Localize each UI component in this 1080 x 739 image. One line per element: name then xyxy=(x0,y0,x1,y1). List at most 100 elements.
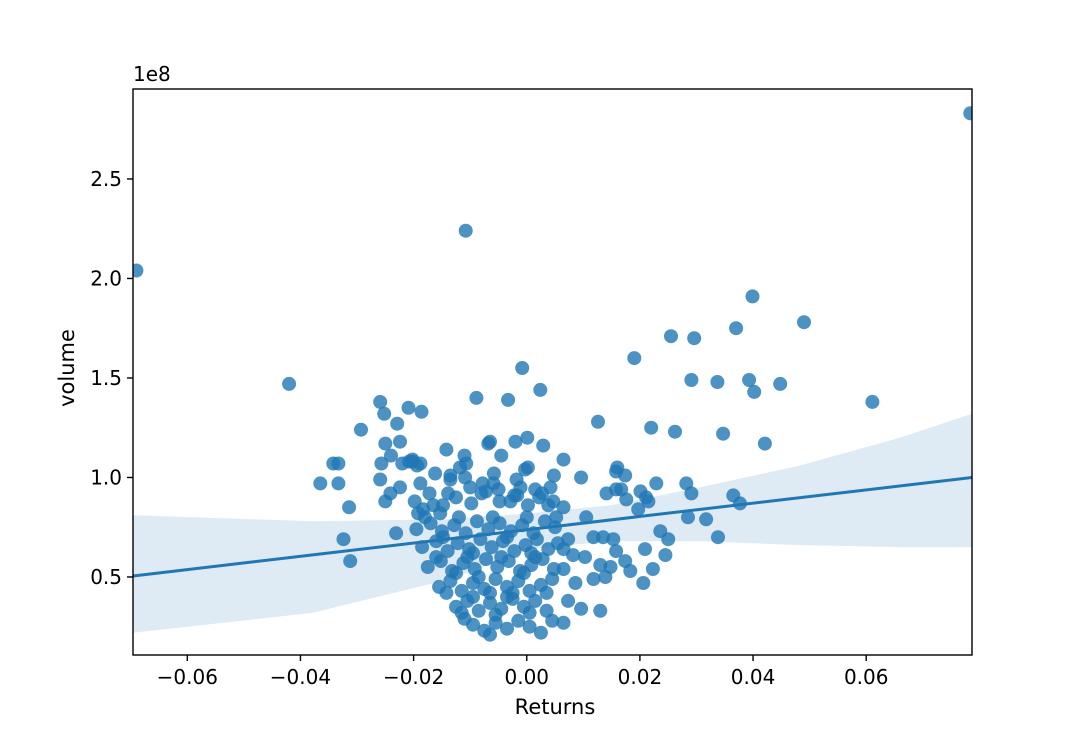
data-point xyxy=(393,434,407,449)
y-tick-label: 1.0 xyxy=(90,465,122,489)
data-point xyxy=(313,476,328,491)
data-point xyxy=(556,615,571,630)
data-point xyxy=(443,574,458,588)
data-point xyxy=(757,436,772,451)
data-point xyxy=(568,576,583,590)
data-point xyxy=(545,613,560,628)
data-point xyxy=(377,406,392,421)
data-point xyxy=(483,585,497,600)
data-point xyxy=(711,530,725,545)
data-point xyxy=(331,476,346,491)
data-point xyxy=(668,424,682,439)
data-point xyxy=(436,530,450,545)
data-point xyxy=(500,621,514,636)
data-point xyxy=(593,603,608,618)
data-point xyxy=(384,448,398,463)
data-point xyxy=(543,480,558,495)
data-point xyxy=(522,619,537,634)
y-axis-title: volume xyxy=(55,329,79,407)
data-point xyxy=(609,544,624,559)
axes-group: −0.06 −0.04 −0.02 0.00 0.02 0.04 0.06 0.5 1.0 1.5… xyxy=(90,88,973,689)
data-point xyxy=(464,496,479,511)
data-point xyxy=(494,550,509,565)
data-point xyxy=(486,466,501,481)
data-point xyxy=(488,572,503,586)
data-point xyxy=(963,106,972,121)
data-point xyxy=(556,562,571,576)
data-point xyxy=(389,526,404,541)
data-point xyxy=(550,536,565,551)
data-point xyxy=(449,490,463,505)
data-point xyxy=(413,476,428,491)
data-point xyxy=(546,468,561,483)
data-point xyxy=(410,458,424,473)
data-point xyxy=(556,452,571,467)
data-point xyxy=(401,400,416,415)
data-point xyxy=(745,289,760,304)
data-point xyxy=(443,472,458,487)
data-point xyxy=(507,488,522,503)
data-point xyxy=(520,498,535,513)
data-point xyxy=(586,572,601,586)
data-point xyxy=(631,502,646,517)
data-point xyxy=(773,376,788,391)
data-point xyxy=(533,382,548,397)
data-point xyxy=(528,550,543,565)
data-point xyxy=(797,315,811,330)
data-point xyxy=(536,438,551,453)
data-point xyxy=(664,329,678,344)
data-point xyxy=(533,625,548,640)
data-point xyxy=(343,554,358,569)
x-tick-label: −0.04 xyxy=(270,665,331,689)
data-point xyxy=(342,500,357,515)
data-point xyxy=(742,373,757,387)
data-point xyxy=(428,466,443,481)
data-point xyxy=(519,510,534,525)
data-point xyxy=(429,550,444,565)
x-tick-label: 0.04 xyxy=(731,665,776,689)
data-point xyxy=(710,375,725,389)
data-point xyxy=(603,560,618,574)
data-point xyxy=(684,486,699,501)
data-point xyxy=(436,498,450,513)
x-tick-label: −0.02 xyxy=(383,665,444,689)
data-point xyxy=(636,576,651,590)
data-point xyxy=(483,595,497,610)
data-point xyxy=(469,390,484,405)
data-point xyxy=(653,524,668,539)
data-point xyxy=(579,510,594,525)
data-point xyxy=(623,564,638,578)
data-point xyxy=(649,476,664,491)
x-tick-label: 0.06 xyxy=(844,665,889,689)
data-point xyxy=(627,351,642,366)
data-point xyxy=(556,500,571,515)
data-point xyxy=(511,613,526,628)
x-tick-label: −0.06 xyxy=(157,665,218,689)
data-point xyxy=(393,480,407,495)
data-point xyxy=(561,593,576,608)
data-point xyxy=(522,605,537,620)
data-point xyxy=(460,550,475,565)
x-tick-label: 0.00 xyxy=(504,665,549,689)
data-point xyxy=(500,589,514,604)
data-point xyxy=(644,420,659,435)
data-point xyxy=(451,510,466,525)
data-point xyxy=(699,512,714,527)
data-point xyxy=(729,321,744,336)
plot-border xyxy=(132,88,973,656)
data-point xyxy=(471,570,486,584)
data-point xyxy=(681,510,695,525)
data-point xyxy=(494,448,509,463)
data-point xyxy=(532,490,547,505)
data-point xyxy=(508,434,523,449)
data-point xyxy=(373,472,388,487)
data-point xyxy=(479,552,493,567)
data-point xyxy=(133,263,144,278)
data-point xyxy=(458,223,473,238)
data-point xyxy=(716,426,731,441)
data-point xyxy=(331,456,346,471)
data-point xyxy=(390,416,405,431)
data-point xyxy=(539,585,554,600)
y-tick-label: 2.5 xyxy=(90,167,122,191)
data-point xyxy=(619,492,634,507)
